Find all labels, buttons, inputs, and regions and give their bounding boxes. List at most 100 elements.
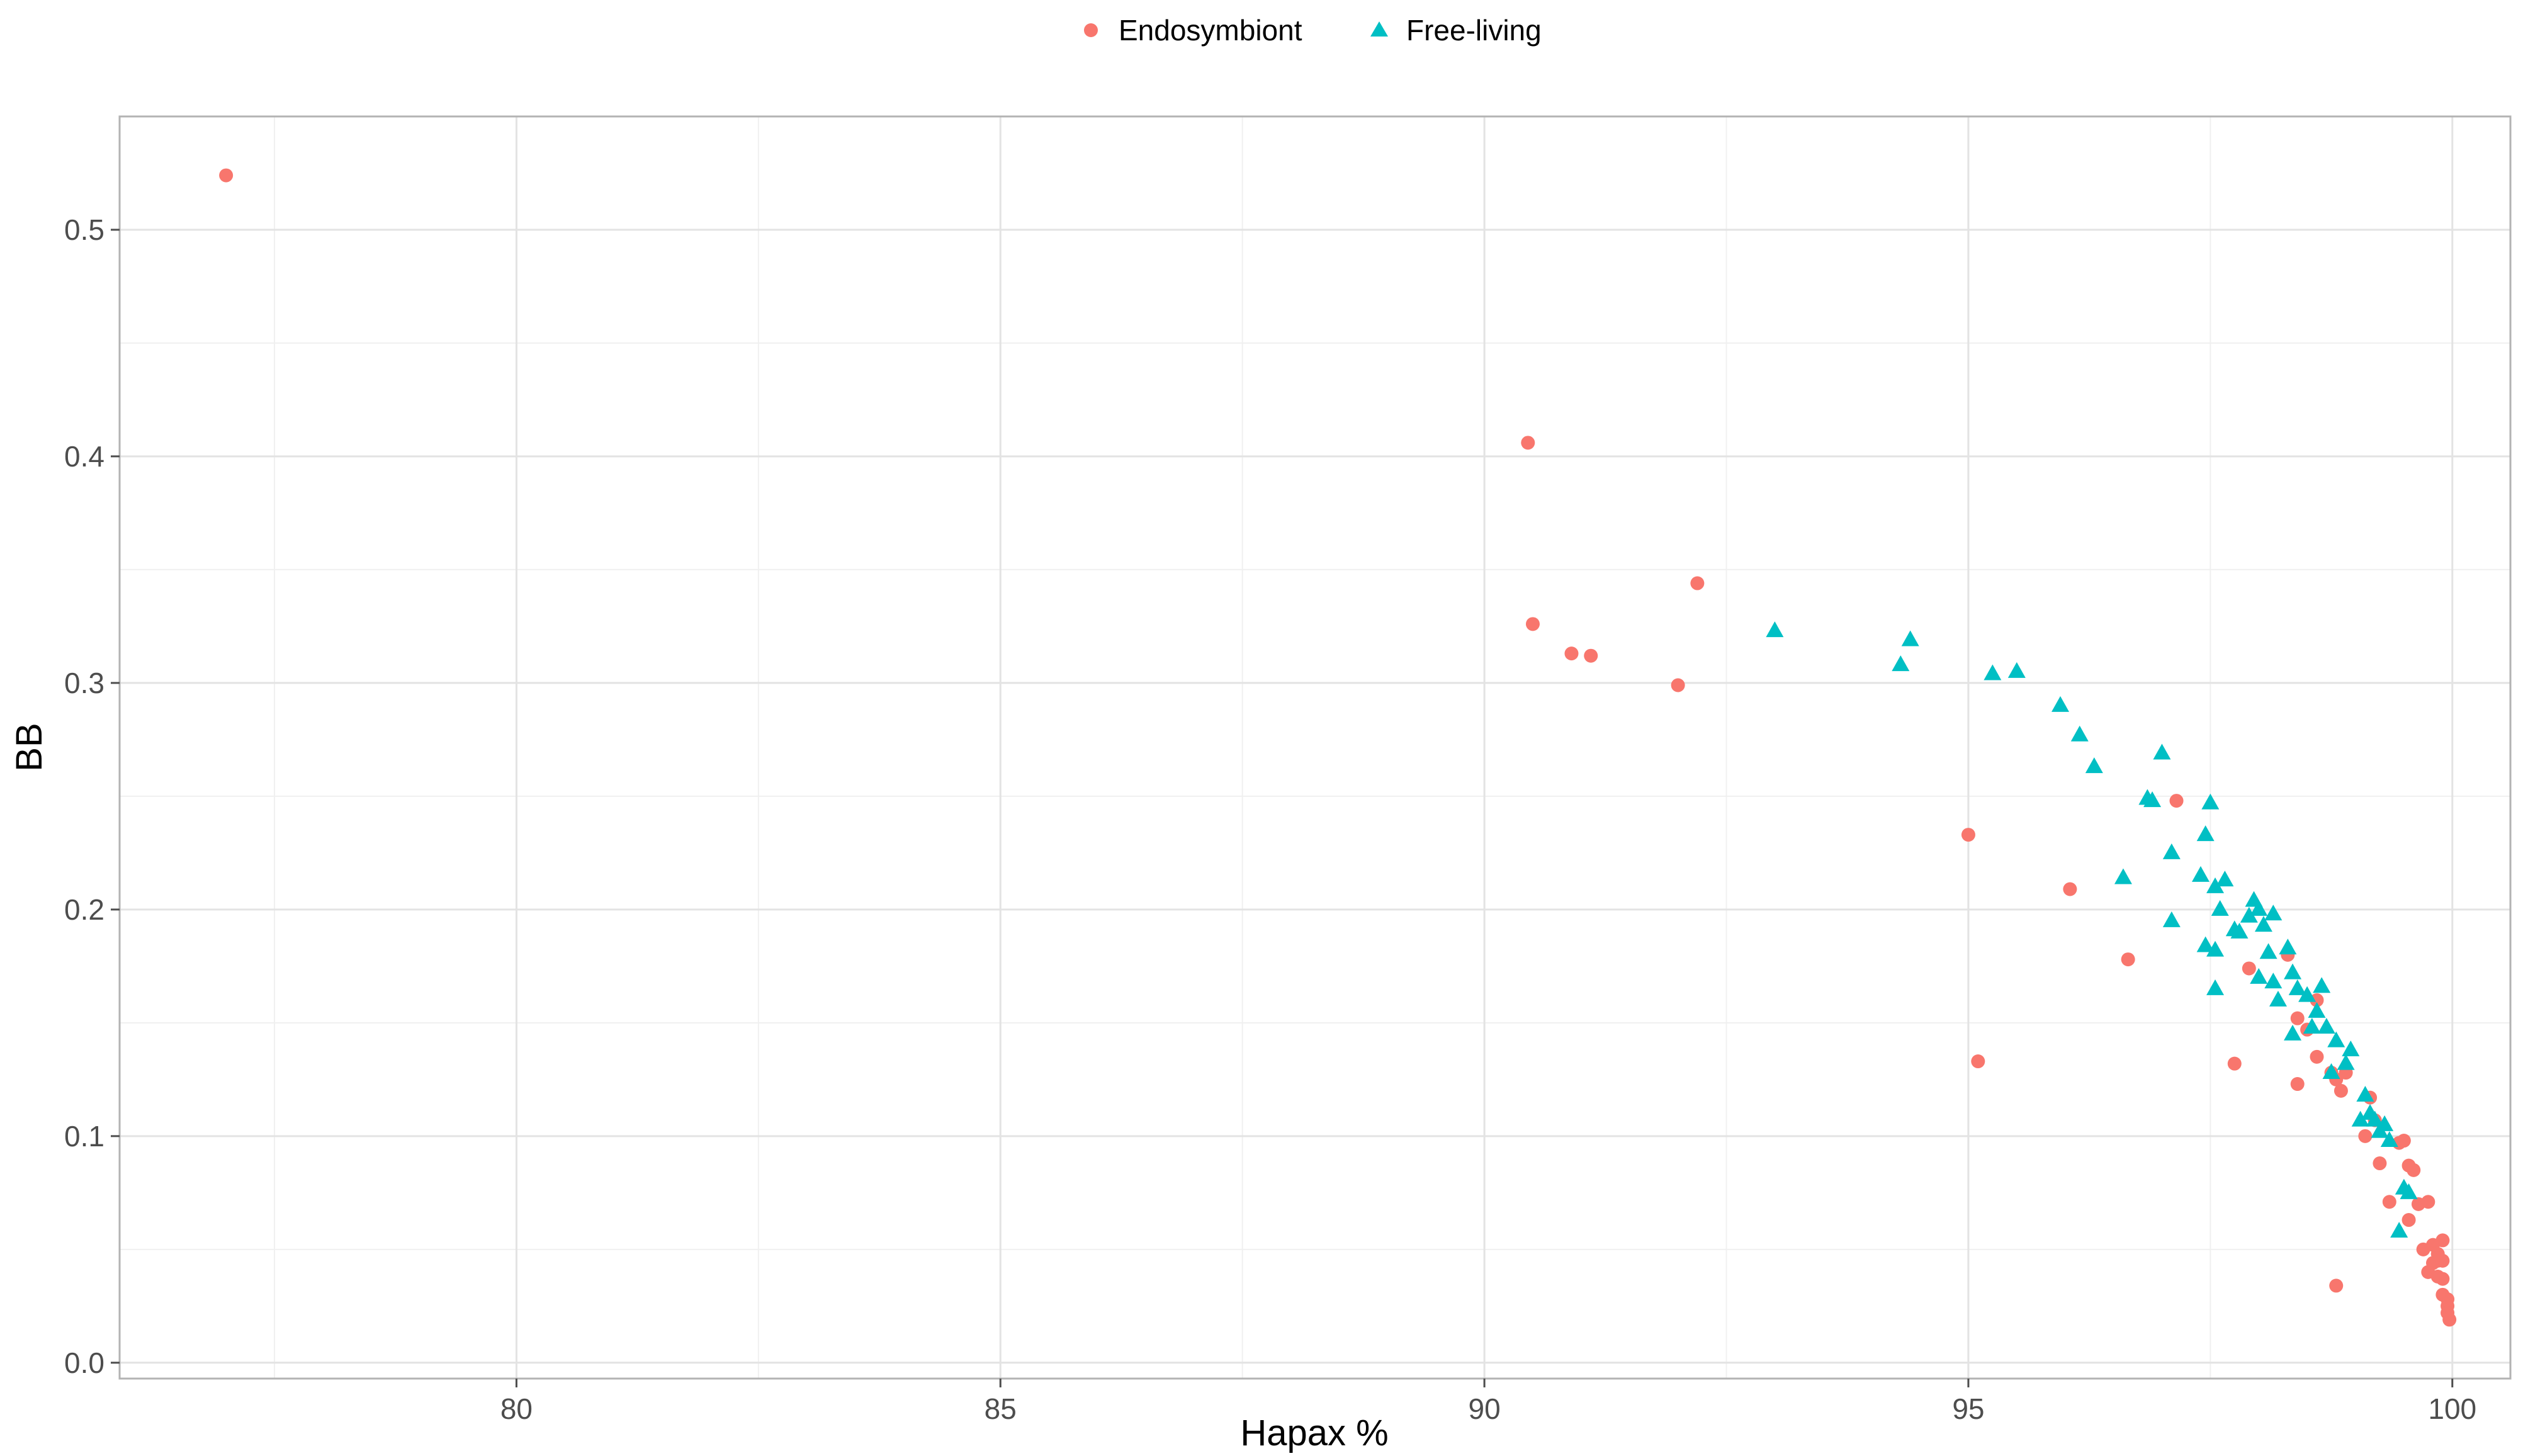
- free-living-point: [2114, 868, 2132, 884]
- endosymbiont-point: [2402, 1213, 2416, 1227]
- free-living-point: [2303, 1018, 2321, 1034]
- y-tick-label: 0.2: [64, 893, 104, 926]
- free-living-point: [2162, 911, 2181, 927]
- free-living-point: [2380, 1131, 2398, 1148]
- endosymbiont-point: [1584, 648, 1598, 663]
- endosymbiont-point: [2421, 1195, 2436, 1209]
- free-living-point: [2376, 1115, 2394, 1131]
- endosymbiont-point: [2329, 1278, 2344, 1293]
- x-tick-label: 95: [1952, 1392, 1984, 1425]
- endosymbiont-point: [2310, 993, 2324, 1007]
- free-living-point: [1901, 630, 1919, 646]
- free-living-point: [2162, 843, 2181, 859]
- free-living-point: [2308, 1002, 2326, 1018]
- endosymbiont-point: [2358, 1129, 2373, 1143]
- endosymbiont-point: [1971, 1054, 1985, 1069]
- grid-minor: [120, 116, 2510, 1379]
- free-living-point: [1766, 621, 1784, 638]
- endosymbiont-point: [2436, 1272, 2450, 1286]
- free-living-point: [2313, 977, 2331, 993]
- free-living-point: [2196, 936, 2215, 952]
- legend-free-living-icon: [1370, 21, 1388, 37]
- x-tick-label: 90: [1469, 1392, 1501, 1425]
- legend: Endosymbiont Free-living: [1084, 14, 1542, 47]
- endosymbiont-point: [1521, 436, 1535, 450]
- endosymbiont-point: [2227, 1056, 2242, 1071]
- free-living-point: [2400, 1183, 2418, 1199]
- endosymbiont-point: [1525, 617, 1540, 631]
- free-living-point: [2085, 757, 2103, 774]
- free-living-point: [2240, 906, 2258, 923]
- endosymbiont-point: [2407, 1163, 2421, 1177]
- endosymbiont-point: [1961, 828, 1975, 842]
- free-living-point: [2007, 662, 2026, 678]
- free-living-point: [2070, 725, 2089, 742]
- plot-panel-border: [118, 115, 2512, 1380]
- free-living-point: [2356, 1086, 2374, 1102]
- free-living-point: [2284, 1024, 2302, 1041]
- y-tick-label: 0.3: [64, 667, 104, 699]
- free-living-point: [2264, 905, 2283, 921]
- grid-major: [120, 116, 2510, 1379]
- free-living-point: [2216, 871, 2234, 887]
- free-living-point: [2206, 877, 2225, 893]
- endosymbiont-point: [2169, 794, 2184, 808]
- free-living-point: [2317, 1018, 2335, 1034]
- free-living-point: [2269, 990, 2287, 1007]
- endosymbiont-point: [2334, 1083, 2348, 1098]
- free-living-point: [2264, 973, 2283, 989]
- free-living-point: [2366, 1110, 2384, 1127]
- free-living-point: [2259, 943, 2277, 959]
- endosymbiont-point: [1671, 678, 1685, 692]
- free-living-point: [2230, 922, 2249, 939]
- x-tick-label: 100: [2428, 1392, 2476, 1425]
- free-living-point: [2201, 793, 2220, 810]
- free-living-point: [2206, 979, 2225, 995]
- x-tick-label: 80: [500, 1392, 533, 1425]
- free-living-point: [2284, 963, 2302, 979]
- endosymbiont-point: [2396, 1134, 2411, 1148]
- x-axis: 80 85 90 95 100: [500, 1379, 2476, 1425]
- endosymbiont-point: [2382, 1195, 2396, 1209]
- endosymbiont-point: [2242, 961, 2256, 976]
- free-living-point: [2250, 900, 2268, 916]
- free-living-point: [2327, 1031, 2345, 1047]
- free-living-point: [2342, 1041, 2360, 1057]
- endosymbiont-point: [1564, 646, 1579, 661]
- endosymbiont-point: [2290, 1077, 2305, 1092]
- free-living-point: [2322, 1063, 2340, 1080]
- legend-free-living-label: Free-living: [1406, 14, 1542, 47]
- free-living-point: [2250, 968, 2268, 984]
- free-living-point: [2191, 866, 2210, 882]
- free-living-point: [2206, 940, 2225, 957]
- y-axis: 0.0 0.1 0.2 0.3 0.4 0.5: [64, 213, 120, 1379]
- free-living-point: [2153, 743, 2171, 760]
- y-tick-label: 0.0: [64, 1346, 104, 1379]
- free-living-point: [2288, 979, 2306, 995]
- endosymbiont-point: [2121, 952, 2135, 967]
- free-living-point: [2298, 986, 2317, 1002]
- y-tick-label: 0.5: [64, 213, 104, 246]
- legend-endosymbiont-label: Endosymbiont: [1119, 14, 1302, 47]
- endosymbiont-point: [2063, 882, 2077, 896]
- free-living-point: [2051, 696, 2069, 712]
- free-living-point: [2279, 939, 2297, 955]
- free-living-point: [2337, 1054, 2355, 1070]
- free-living-point: [2351, 1110, 2369, 1127]
- free-living-point: [2390, 1222, 2408, 1238]
- y-tick-label: 0.1: [64, 1120, 104, 1153]
- endosymbiont-point: [2373, 1156, 2387, 1171]
- series-free-living: [1766, 621, 2418, 1238]
- endosymbiont-point: [219, 168, 234, 183]
- x-tick-label: 85: [985, 1392, 1017, 1425]
- endosymbiont-point: [2442, 1312, 2457, 1327]
- endosymbiont-point: [1690, 576, 1705, 590]
- y-axis-title: BB: [9, 723, 50, 771]
- endosymbiont-point: [2436, 1253, 2450, 1268]
- endosymbiont-point: [2310, 1049, 2324, 1064]
- free-living-point: [2211, 900, 2229, 916]
- free-living-point: [1892, 655, 1910, 672]
- endosymbiont-point: [2436, 1233, 2450, 1248]
